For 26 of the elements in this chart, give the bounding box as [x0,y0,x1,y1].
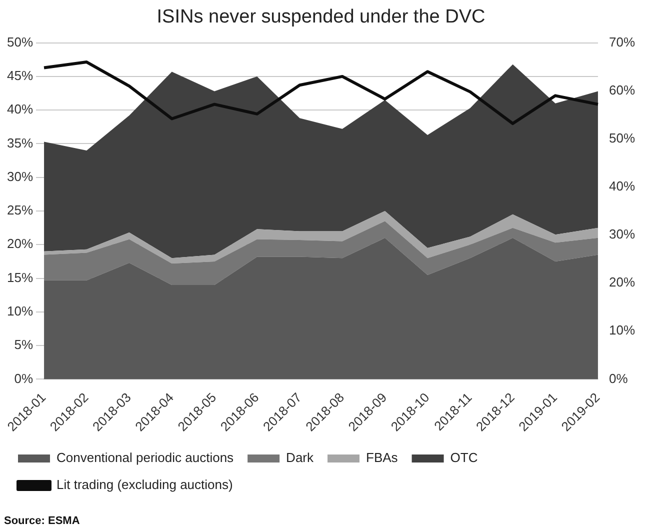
legend-label: Conventional periodic auctions [56,450,234,466]
legend-label: FBAs [366,450,398,466]
legend-label: OTC [450,450,478,466]
y-tick-label: 15% [6,270,34,285]
y2-tick-label: 60% [608,82,636,98]
y-tick-label: 20% [6,236,34,252]
y2-tick-label: 0% [608,370,628,386]
y-tick-label: 30% [6,168,34,184]
y-tick-label: 10% [6,304,34,319]
legend-label: Dark [286,450,314,466]
y-tick-label: 40% [6,102,34,117]
y2-tick-label: 70% [608,34,636,50]
y-tick-label: 45% [6,68,34,84]
y2-tick-label: 20% [608,274,636,290]
y-tick-label: 25% [6,202,34,218]
y-tick-label: 5% [14,337,34,352]
legend-label: Lit trading (excluding auctions) [56,477,233,492]
chart-title: ISINs never suspended under the DVC [156,6,486,28]
y2-tick-label: 30% [608,226,636,242]
y2-tick-label: 50% [608,130,636,146]
y-tick-label: 0% [14,370,34,386]
y-tick-label: 35% [6,135,34,150]
y-tick-label: 50% [6,34,34,50]
source-note: Source: ESMA [4,515,80,527]
y2-tick-label: 10% [608,322,636,338]
y2-tick-label: 40% [608,178,636,194]
